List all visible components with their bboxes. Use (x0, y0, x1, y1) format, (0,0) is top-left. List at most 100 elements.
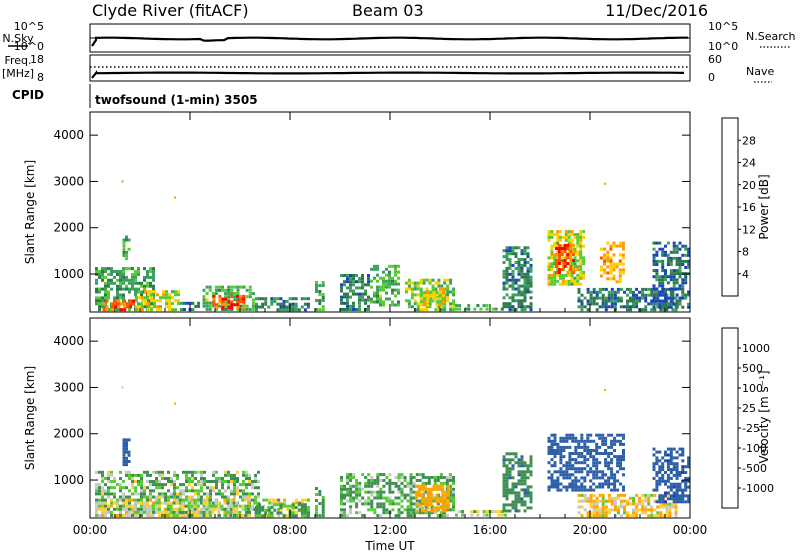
scatter-cell (349, 295, 352, 299)
scatter-cell (191, 489, 194, 493)
scatter-cell (424, 505, 428, 509)
scatter-cell (98, 486, 101, 490)
scatter-cell (619, 305, 623, 309)
scatter-cell (261, 305, 265, 309)
scatter-cell (423, 503, 427, 507)
scatter-cell (147, 290, 150, 294)
scatter-cell (511, 281, 515, 285)
scatter-cell (98, 275, 101, 279)
scatter-cell (655, 485, 659, 489)
scatter-cell (221, 288, 224, 292)
scatter-cell (526, 284, 530, 288)
scatter-cell (508, 503, 512, 507)
scatter-cell (505, 246, 509, 250)
scatter-cell (227, 288, 231, 292)
scatter-cell (158, 486, 161, 490)
scatter-cell (227, 285, 231, 289)
scatter-cell (245, 492, 248, 496)
scatter-cell (441, 493, 445, 497)
velocity-x-ticks: 00:00 04:00 08:00 12:00 16:00 20:00 00:00 (73, 318, 707, 537)
y-tick-label: 1000 (53, 473, 84, 487)
scatter-cell (589, 433, 593, 437)
scatter-cell (665, 287, 669, 291)
scatter-cell (152, 287, 155, 291)
scatter-cell (123, 308, 127, 312)
scatter-cell (142, 501, 146, 505)
scatter-cell (151, 504, 155, 508)
scatter-cell (171, 302, 174, 306)
scatter-cell (355, 505, 359, 509)
scatter-cell (212, 303, 216, 307)
scatter-cell (572, 253, 576, 256)
scatter-cell (664, 491, 667, 495)
scatter-cell (388, 276, 391, 280)
scatter-cell (482, 510, 486, 514)
scatter-cell (258, 305, 262, 309)
scatter-cell (340, 298, 343, 302)
scatter-cell (610, 433, 614, 437)
scatter-cell (98, 302, 101, 306)
scatter-cell (589, 455, 593, 459)
scatter-cell (595, 464, 599, 468)
scatter-cell (629, 287, 632, 291)
scatter-cell (576, 282, 580, 286)
scatter-cell (248, 477, 251, 480)
scatter-cell (436, 479, 440, 482)
scatter-cell (652, 468, 656, 472)
scatter-cell (370, 508, 374, 512)
scatter-cell (668, 511, 672, 515)
scatter-cell (505, 266, 509, 270)
scatter-cell (407, 287, 411, 291)
scatter-cell (141, 308, 144, 312)
scatter-cell (508, 488, 512, 492)
scatter-cell (610, 293, 614, 297)
scatter-cell (202, 514, 206, 517)
scatter-cell (553, 233, 557, 236)
scatter-cell (229, 514, 233, 517)
scatter-cell (678, 500, 682, 504)
scatter-cell (285, 308, 289, 312)
scatter-cell (144, 290, 147, 294)
scatter-cell (505, 278, 509, 282)
scatter-cell (410, 305, 414, 309)
scatter-cell (343, 295, 346, 299)
scatter-cell (150, 305, 153, 309)
scatter-cell (203, 510, 206, 514)
scatter-cell (452, 308, 456, 312)
scatter-cell (133, 510, 137, 514)
scatter-cell (346, 490, 350, 494)
scatter-cell (610, 499, 614, 503)
scatter-cell (167, 477, 170, 480)
scatter-cell (607, 445, 611, 449)
scatter-cell (276, 308, 280, 312)
scatter-cell (434, 293, 438, 297)
scatter-cell (577, 493, 581, 497)
scatter-cell (626, 299, 629, 303)
scatter-cell (125, 287, 128, 291)
scatter-cell (346, 292, 349, 296)
scatter-cell (407, 284, 411, 288)
scatter-cell (247, 507, 251, 511)
scatter-cell (261, 297, 265, 301)
scatter-cell (606, 253, 610, 257)
scatter-cell (681, 491, 685, 495)
scatter-cell (675, 468, 679, 472)
scatter-cell (626, 293, 629, 297)
scatter-cell (137, 480, 140, 483)
scatter-cell (127, 498, 131, 502)
scatter-cell (438, 291, 442, 294)
scatter-cell (285, 305, 289, 309)
scatter-cell (577, 305, 581, 309)
scatter-cell (373, 479, 377, 482)
scatter-cell (595, 293, 599, 297)
scatter-cell (209, 492, 212, 496)
scatter-cell (574, 445, 578, 449)
scatter-cell (125, 250, 128, 254)
scatter-cell (592, 502, 596, 506)
scatter-cell (502, 503, 506, 507)
scatter-cell (442, 514, 446, 518)
scatter-cell (687, 485, 691, 489)
nsearch-tick-top: 10^5 (708, 20, 738, 33)
scatter-cell (297, 508, 301, 512)
scatter-cell (508, 476, 512, 480)
